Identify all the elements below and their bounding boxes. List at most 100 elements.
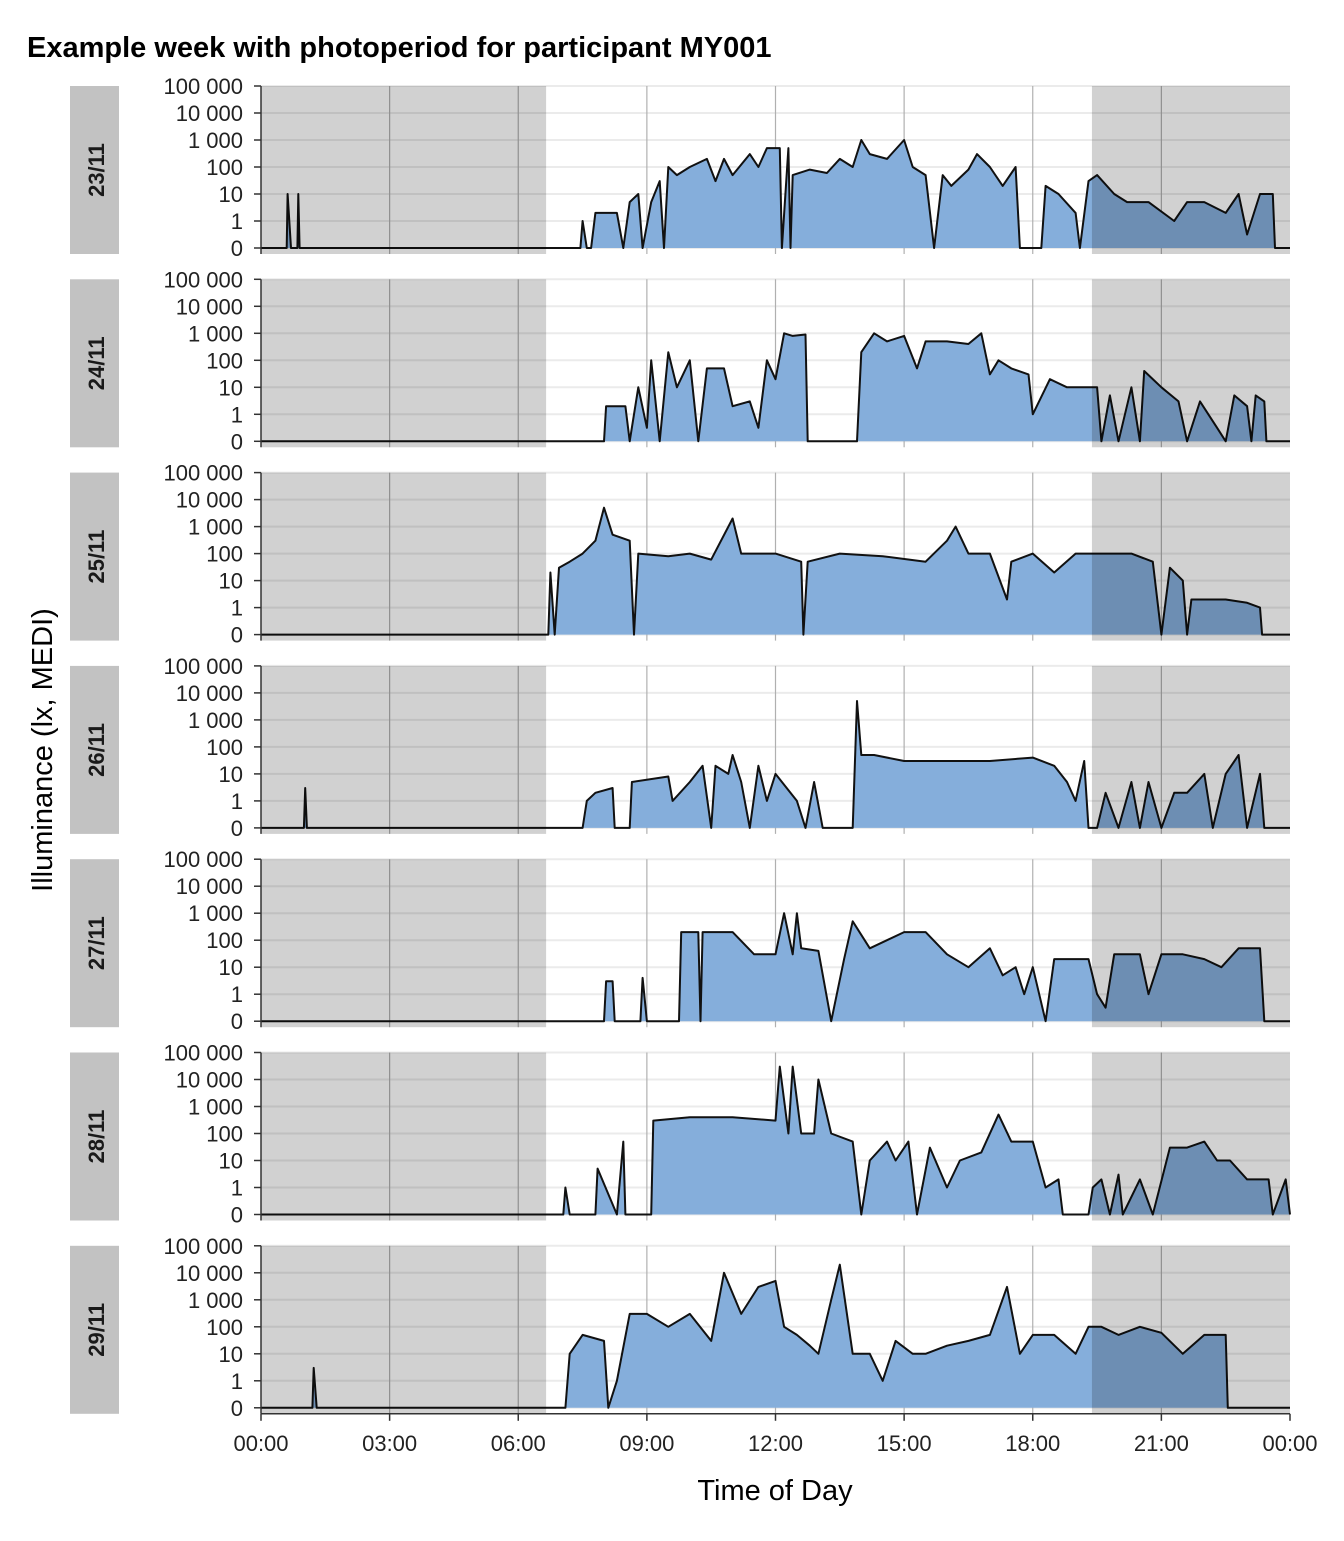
y-tick-label: 100 000: [163, 847, 243, 872]
night-shade-evening: [1091, 665, 1290, 834]
y-tick-label: 100: [206, 542, 243, 567]
y-tick-label: 100: [206, 928, 243, 953]
night-shade-morning: [261, 472, 547, 641]
x-tick-label: 15:00: [877, 1431, 932, 1456]
facet-strip: [70, 1052, 119, 1221]
illuminance-line: [261, 1263, 1290, 1409]
y-tick-label: 100: [206, 155, 243, 180]
y-tick-label: 1 000: [188, 1288, 243, 1313]
y-tick-label: 10 000: [176, 294, 243, 319]
night-shade-evening: [1091, 279, 1290, 448]
x-tick-label: 06:00: [491, 1431, 546, 1456]
facet-strip-label: 29/11: [84, 1303, 109, 1357]
facet-strip-label: 26/11: [84, 723, 109, 777]
night-shade-evening: [1091, 472, 1290, 641]
night-shade-morning: [261, 279, 547, 448]
night-shade-evening: [1091, 86, 1290, 254]
y-axis-title: Illuminance (lx, MEDI): [27, 608, 59, 892]
x-tick-label: 03:00: [362, 1431, 417, 1456]
y-tick-label: 10 000: [176, 681, 243, 706]
y-tick-label: 10 000: [176, 101, 243, 126]
y-tick-label: 10: [219, 569, 243, 594]
facet-strip: [70, 472, 119, 641]
facet-strip: [70, 279, 119, 448]
x-tick-label: 18:00: [1005, 1431, 1060, 1456]
y-tick-label: 10: [219, 1342, 243, 1367]
illuminance-area: [261, 1066, 1290, 1215]
y-tick-label: 0: [231, 429, 243, 454]
illuminance-area: [261, 507, 1290, 635]
y-tick-label: 1: [231, 209, 243, 234]
illuminance-line: [261, 912, 1290, 1023]
illuminance-line: [261, 1065, 1291, 1216]
y-tick-label: 100 000: [163, 654, 243, 679]
x-tick-label: 12:00: [748, 1431, 803, 1456]
y-tick-label: 0: [231, 1203, 243, 1228]
y-tick-label: 1: [231, 982, 243, 1007]
illuminance-line: [261, 506, 1290, 636]
facet-strip-label: 23/11: [84, 143, 109, 197]
y-tick-label: 1 000: [188, 708, 243, 733]
y-tick-label: 10 000: [176, 1068, 243, 1093]
y-tick-label: 100 000: [163, 461, 243, 486]
y-tick-label: 0: [231, 1009, 243, 1034]
y-tick-label: 0: [231, 816, 243, 841]
illuminance-line: [261, 139, 1290, 249]
y-tick-label: 0: [231, 1396, 243, 1421]
y-tick-label: 1: [231, 1369, 243, 1394]
illuminance-area: [261, 1264, 1290, 1408]
y-tick-label: 10: [219, 762, 243, 787]
y-tick-label: 1 000: [188, 1095, 243, 1120]
x-tick-label: 00:00: [1262, 1431, 1317, 1456]
night-shade-evening: [1091, 859, 1290, 1028]
facet-strip: [70, 665, 119, 834]
y-tick-label: 1: [231, 596, 243, 621]
y-tick-label: 10 000: [176, 874, 243, 899]
night-shade-evening: [1091, 1245, 1290, 1414]
facet-strip: [70, 86, 119, 254]
x-axis: 00:00 03:00 06:00 09:00 12:00 15:00 18:00 21:00…: [233, 1413, 1318, 1456]
y-tick-label: 10: [219, 955, 243, 980]
facet-strip: [70, 1245, 119, 1414]
facet-strip: [70, 859, 119, 1028]
y-tick-label: 1 000: [188, 515, 243, 540]
y-tick-label: 100: [206, 1122, 243, 1147]
facet-strip-label: 28/11: [84, 1110, 109, 1164]
facet-strip-label: 25/11: [84, 530, 109, 584]
y-tick-label: 10: [219, 1149, 243, 1174]
y-tick-label: 0: [231, 623, 243, 648]
y-tick-label: 1: [231, 1176, 243, 1201]
y-tick-label: 1 000: [188, 901, 243, 926]
y-tick-label: 10: [219, 182, 243, 207]
night-shade-morning: [261, 1052, 547, 1221]
facet-strip-label: 24/11: [84, 336, 109, 390]
illuminance-line: [261, 332, 1290, 443]
y-tick-label: 10 000: [176, 1261, 243, 1286]
y-tick-label: 100 000: [163, 1041, 243, 1066]
y-tick-label: 100 000: [163, 267, 243, 292]
y-tick-label: 100 000: [163, 74, 243, 99]
y-tick-label: 100: [206, 348, 243, 373]
illuminance-area: [261, 140, 1290, 248]
night-shade-morning: [261, 665, 547, 834]
night-shade-evening: [1091, 1052, 1290, 1221]
y-tick-label: 100 000: [163, 1234, 243, 1259]
y-tick-label: 100: [206, 1315, 243, 1340]
x-axis-title: Time of Day: [697, 1475, 853, 1507]
y-tick-label: 1: [231, 402, 243, 427]
y-tick-label: 100: [206, 735, 243, 760]
night-shade-morning: [261, 859, 547, 1028]
night-shade-morning: [261, 86, 547, 254]
facet-strip-label: 27/11: [84, 916, 109, 970]
y-tick-label: 1: [231, 789, 243, 814]
chart-title: Example week with photoperiod for partic…: [27, 32, 771, 64]
illuminance-area: [261, 701, 1290, 828]
